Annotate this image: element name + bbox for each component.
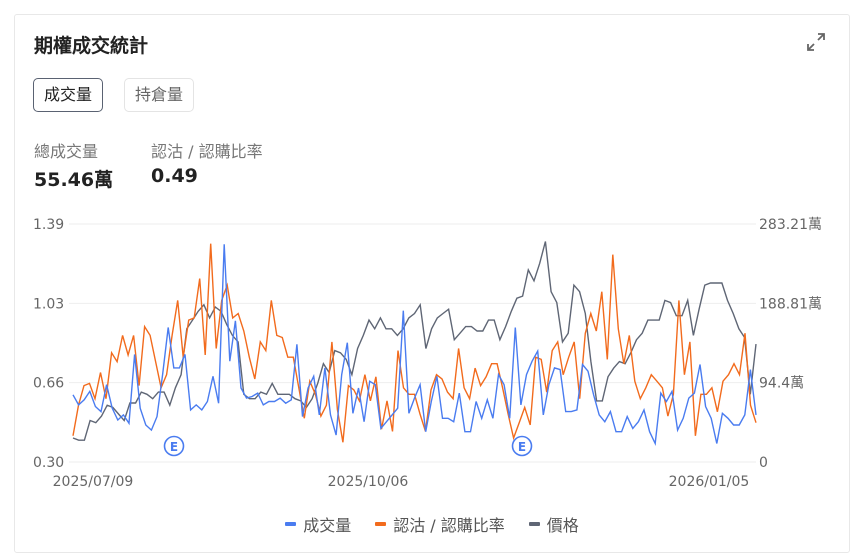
put-call-ratio-label: 認沽 / 認購比率: [151, 142, 263, 161]
right-axis-tick: 188.81萬: [759, 296, 822, 312]
x-axis-tick: 2025/07/09: [53, 474, 134, 490]
expand-icon[interactable]: [805, 31, 827, 53]
legend-item-ratio[interactable]: 認沽 / 認購比率: [375, 512, 505, 536]
tab-volume[interactable]: 成交量: [33, 78, 104, 112]
x-axis-tick: 2025/10/06: [328, 474, 409, 490]
legend-swatch: [528, 522, 540, 526]
legend-item-price[interactable]: 價格: [528, 512, 579, 536]
event-marker-label: E: [518, 440, 526, 454]
legend-swatch: [285, 522, 297, 526]
legend-label: 認沽 / 認購比率: [393, 516, 505, 535]
legend-label: 價格: [546, 516, 579, 535]
card-title: 期權成交統計: [34, 35, 149, 57]
tab-open-interest[interactable]: 持倉量: [124, 78, 195, 112]
total-volume-label: 總成交量: [34, 142, 99, 161]
legend-label: 成交量: [303, 516, 352, 535]
x-axis-tick: 2026/01/05: [669, 474, 750, 490]
right-axis-tick: 283.21萬: [759, 217, 822, 233]
series-line-2: [72, 241, 757, 441]
legend-swatch: [375, 522, 387, 526]
event-marker: [163, 435, 185, 457]
event-marker-label: E: [170, 440, 178, 454]
total-volume-value: 55.46萬: [34, 169, 114, 191]
left-axis-tick: 0.30: [33, 455, 64, 471]
event-marker: [511, 435, 533, 457]
legend: 成交量 認沽 / 認購比率 價格: [15, 512, 849, 536]
series-line-0: [72, 244, 757, 447]
left-axis-tick: 1.39: [33, 217, 64, 233]
chart: 1.39 283.21萬 1.03 188.81萬 0.66 94.4萬 0.30 0 2025…: [33, 217, 822, 490]
left-axis-tick: 1.03: [33, 296, 64, 312]
right-axis-tick: 0: [759, 455, 768, 471]
put-call-ratio-value: 0.49: [151, 165, 198, 187]
series-line-1: [72, 243, 757, 443]
left-axis-tick: 0.66: [33, 376, 64, 392]
options-stats-card: 期權成交統計 成交量 持倉量 總成交量 55.46萬 認沽 / 認購比率 0.4…: [14, 14, 850, 553]
right-axis-tick: 94.4萬: [759, 376, 804, 392]
legend-item-volume[interactable]: 成交量: [285, 512, 351, 536]
